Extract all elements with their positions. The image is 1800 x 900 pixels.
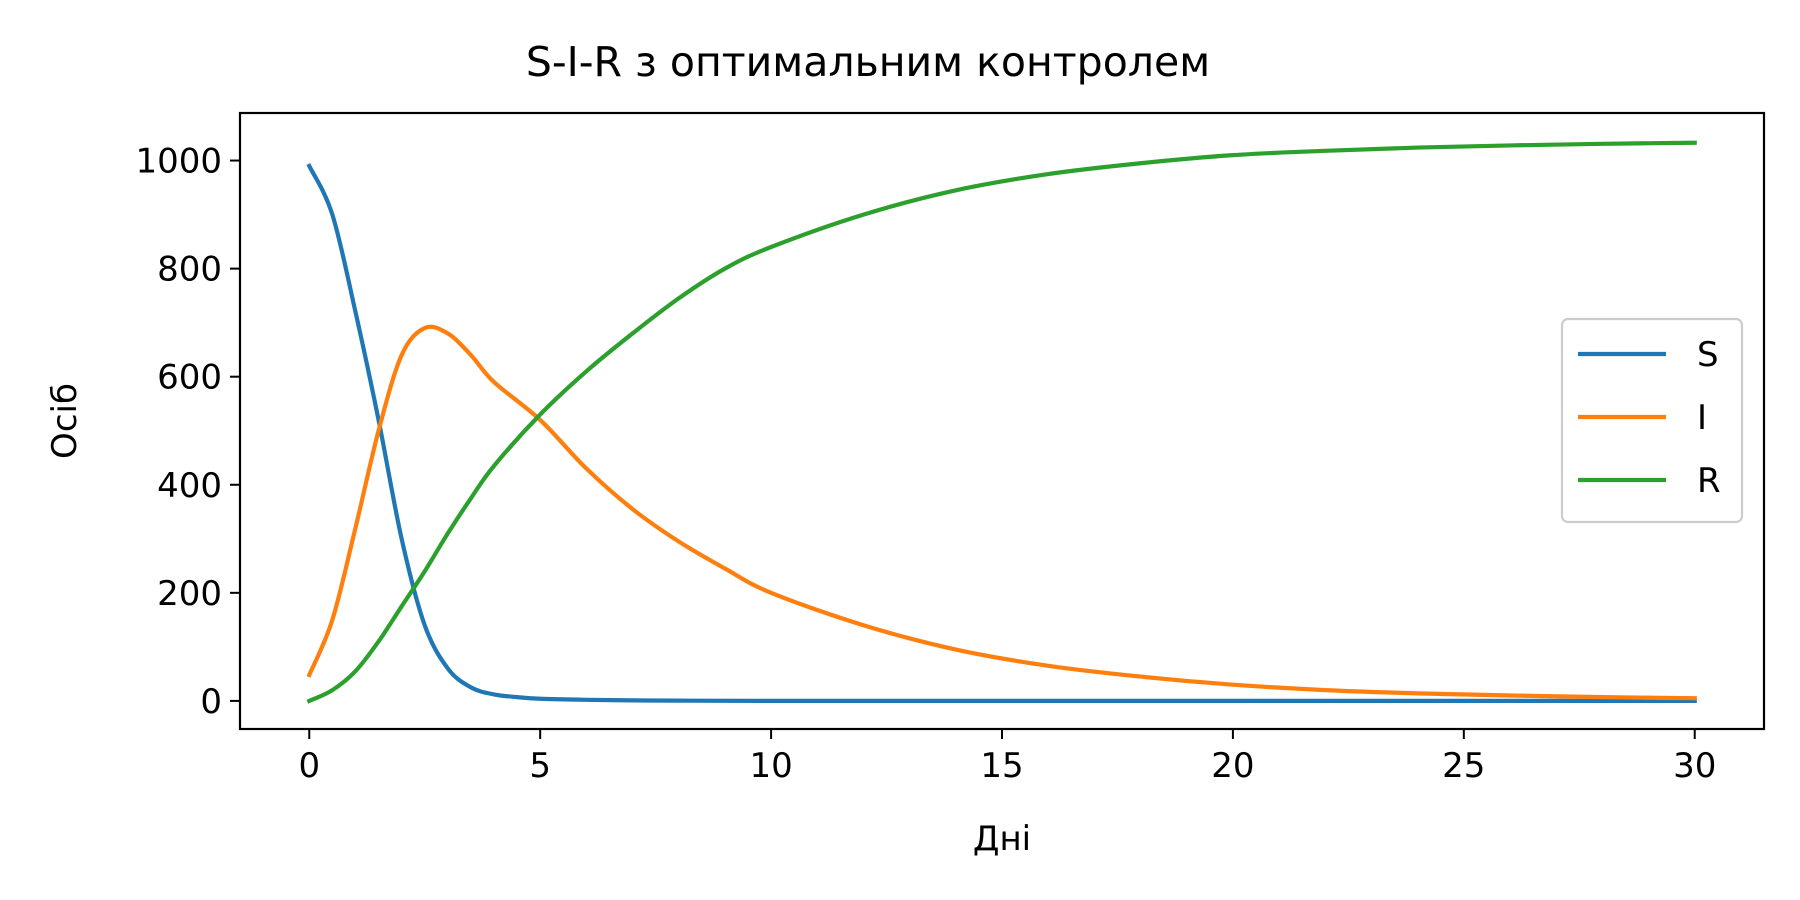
x-tick-label: 20 [1211,746,1254,786]
y-tick-label: 0 [200,682,222,722]
y-tick-label: 200 [157,574,222,614]
y-axis-ticks: 0 200 400 600 800 1000 [135,142,240,722]
legend: SIR [1560,317,1744,524]
x-tick-label: 0 [298,746,320,786]
series-line-r [306,140,1697,704]
legend-label-s: S [1697,335,1719,375]
y-tick-label: 800 [157,250,222,290]
y-axis-label: Осіб [45,383,85,459]
y-tick-label: 1000 [135,142,222,182]
series-line-i [306,324,1697,701]
x-axis-label: Дні [973,819,1031,859]
x-tick-label: 25 [1442,746,1485,786]
x-tick-label: 15 [980,746,1023,786]
legend-label-i: I [1697,398,1707,438]
legend-frame [1560,317,1744,524]
x-tick-label: 5 [529,746,551,786]
x-axis-ticks: 0 5 10 15 20 25 30 [298,729,1716,786]
y-tick-label: 600 [157,358,222,398]
y-tick-label: 400 [157,466,222,506]
chart-title: S-I-R з оптимальним контролем [526,38,1210,86]
legend-label-r: R [1697,461,1721,501]
x-tick-label: 30 [1673,746,1716,786]
plot-lines [306,140,1697,704]
x-tick-label: 10 [749,746,792,786]
